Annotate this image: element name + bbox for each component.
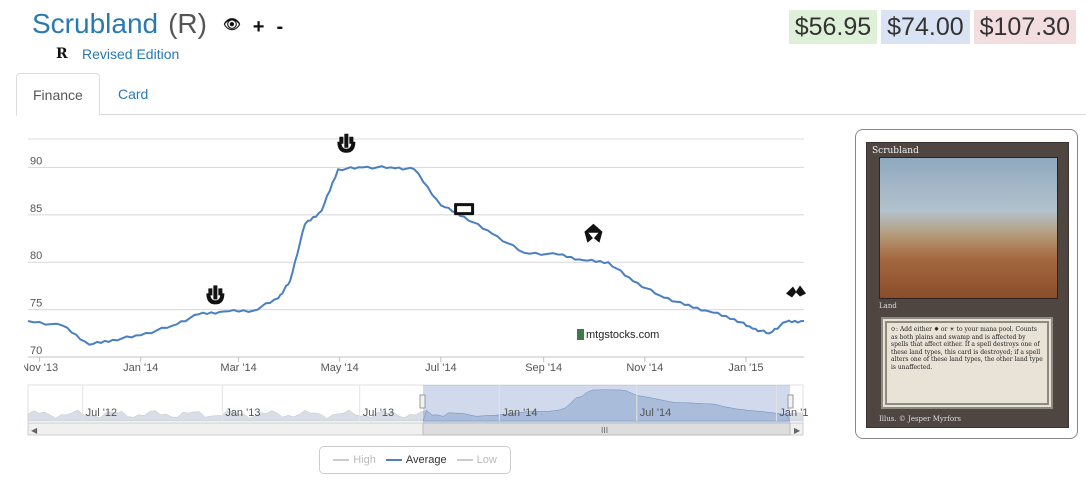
y-tick-label: 75 — [30, 298, 42, 310]
card-type-line: Land — [879, 302, 897, 310]
set-symbol-icon — [206, 285, 225, 305]
mtgstocks-logo-icon — [577, 329, 584, 340]
navigator-scrollbar-thumb[interactable] — [422, 422, 791, 436]
legend-line-low — [456, 459, 473, 461]
price-average: $74.00 — [881, 10, 970, 44]
watermark: mtgstocks.com — [577, 329, 659, 341]
legend-line-high — [333, 459, 350, 461]
legend-item-high[interactable]: High — [333, 454, 376, 466]
card-name: Scrubland — [32, 8, 159, 39]
tab-card[interactable]: Card — [118, 86, 149, 102]
chart-legend: High Average Low — [319, 446, 511, 474]
navigator[interactable]: Jul '12 Jan '13 Jul '13 Jan '14 Jul '14 Jan '… — [27, 384, 809, 436]
y-tick-label: 90 — [30, 155, 42, 167]
tab-finance[interactable]: Finance — [16, 73, 100, 116]
navigator-tick-label: Jan '14 — [502, 407, 537, 419]
card-image-frame: Scrubland Land ⟳: Add either ✸ or ☀ to y… — [855, 129, 1078, 439]
y-tick-label: 85 — [30, 203, 42, 215]
scrollbar-grip-icon: III — [601, 426, 608, 435]
scroll-left-icon[interactable]: ◀ — [31, 426, 38, 435]
price-chart: 70 75 80 85 90 Nov '13 Jan '14 Mar '14 May '14 J… — [24, 133, 809, 436]
set-link[interactable]: Revised Edition — [82, 46, 180, 62]
plus-icon[interactable]: + — [252, 16, 265, 38]
x-tick-label: Nov '13 — [24, 362, 58, 374]
set-symbol-icon: R — [56, 46, 68, 62]
navigator-left-handle[interactable] — [419, 394, 426, 409]
scroll-right-icon[interactable]: ▶ — [794, 426, 801, 435]
price-low: $56.95 — [788, 10, 878, 44]
card-header: Scrubland (R) 👁 + - — [32, 8, 283, 48]
card-image: Scrubland Land ⟳: Add either ✸ or ☀ to y… — [866, 142, 1069, 428]
x-tick-label: Jan '14 — [123, 362, 158, 374]
x-axis: Nov '13 Jan '14 Mar '14 May '14 Jul '14 Sep '… — [24, 357, 764, 374]
navigator-tick-label: Jul '14 — [640, 407, 671, 419]
x-tick-label: Jul '14 — [425, 362, 456, 374]
event-markers — [206, 133, 806, 305]
navigator-tick-label: Jan '13 — [225, 407, 260, 419]
card-artwork — [879, 157, 1058, 299]
navigator-tick-label: Jan '15 — [779, 407, 809, 419]
x-tick-label: Sep '14 — [525, 362, 562, 374]
legend-item-low[interactable]: Low — [456, 454, 497, 466]
fate-reforged-set-icon — [786, 285, 806, 298]
legend-item-average[interactable]: Average — [385, 454, 447, 466]
navigator-tick-label: Jul '12 — [86, 407, 117, 419]
x-tick-label: Mar '14 — [220, 362, 256, 374]
navigator-right-handle[interactable] — [787, 394, 794, 409]
card-image-title: Scrubland — [872, 146, 919, 156]
x-tick-label: Jan '15 — [728, 362, 763, 374]
set-symbol-icon — [337, 133, 356, 153]
y-tick-label: 80 — [30, 250, 42, 262]
price-high: $107.30 — [973, 10, 1076, 44]
tab-bar: Finance Card — [16, 73, 1086, 116]
khans-set-icon — [584, 223, 603, 243]
average-series-line — [27, 165, 805, 346]
card-rarity: (R) — [168, 8, 207, 39]
card-illustrator: Illus. © Jesper Myrfors — [879, 415, 961, 423]
minus-icon[interactable]: - — [276, 16, 284, 38]
navigator-tick-label: Jul '13 — [363, 407, 394, 419]
navigator-x-axis: Jul '12 Jan '13 Jul '13 Jan '14 Jul '14 Jan '… — [82, 385, 809, 421]
y-axis: 70 75 80 85 90 — [30, 155, 42, 357]
watermark-text: mtgstocks.com — [586, 329, 659, 341]
legend-line-average — [385, 459, 402, 461]
m15-set-icon — [454, 203, 475, 216]
card-rules-text: ⟳: Add either ✸ or ☀ to your mana pool. … — [881, 317, 1053, 409]
x-tick-label: May '14 — [321, 362, 359, 374]
price-summary: $56.95 $74.00 $107.30 — [788, 10, 1076, 44]
chart-grid — [28, 138, 804, 358]
eye-toggle-icon[interactable]: 👁 — [222, 16, 241, 32]
x-tick-label: Nov '14 — [626, 362, 663, 374]
y-tick-label: 70 — [30, 345, 42, 357]
set-row: R Revised Edition — [56, 46, 179, 62]
navigator-selected-area — [422, 389, 791, 422]
